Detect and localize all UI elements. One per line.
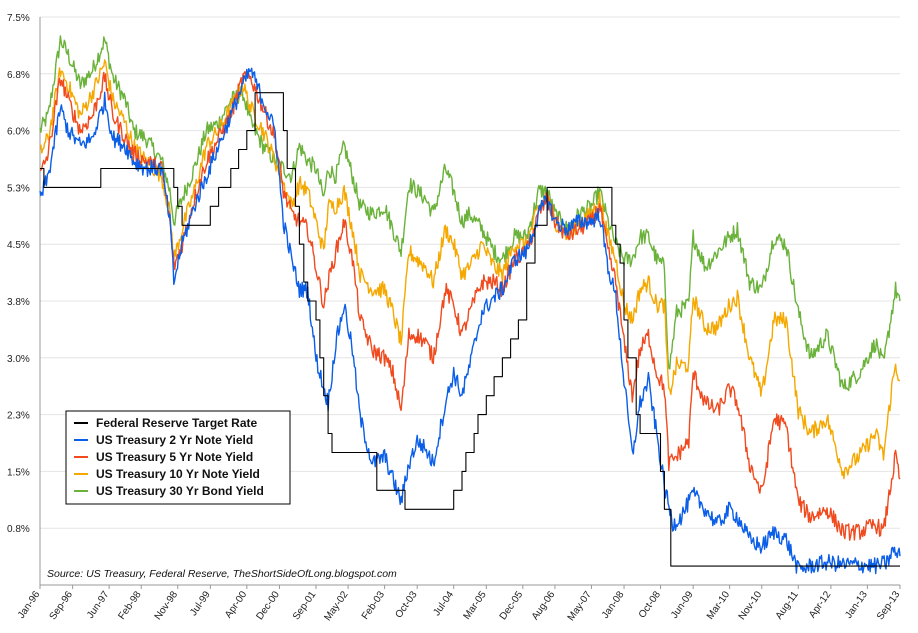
y-tick-label: 6.0% xyxy=(7,127,30,138)
y-tick-label: 5.3% xyxy=(7,183,30,194)
treasury-2yr-line xyxy=(39,67,901,575)
legend-box xyxy=(65,410,291,505)
legend: Federal Reserve Target Rate US Treasury 2… xyxy=(65,410,291,505)
y-tick-label: 7.5% xyxy=(7,13,30,24)
y-tick-label: 2.3% xyxy=(7,411,30,422)
y-tick-label: 6.8% xyxy=(7,70,30,81)
y-tick-label: 3.0% xyxy=(7,354,30,365)
treasury-10yr-line xyxy=(39,59,901,480)
treasury-30yr-line xyxy=(39,35,901,392)
legend-label: US Treasury 10 Yr Note Yield xyxy=(96,467,260,481)
y-tick-label: 0.8% xyxy=(7,524,30,535)
y-tick-label: 1.5% xyxy=(7,467,30,478)
legend-label: Federal Reserve Target Rate xyxy=(96,416,258,430)
y-tick-label: 3.8% xyxy=(7,297,30,308)
legend-label: US Treasury 30 Yr Bond Yield xyxy=(96,484,264,498)
source-note: Source: US Treasury, Federal Reserve, Th… xyxy=(47,568,397,580)
legend-label: US Treasury 2 Yr Note Yield xyxy=(96,433,253,447)
legend-label: US Treasury 5 Yr Note Yield xyxy=(96,450,253,464)
fed-target-rate-line xyxy=(40,92,900,567)
y-tick-label: 4.5% xyxy=(7,240,30,251)
series-lines xyxy=(39,35,901,575)
